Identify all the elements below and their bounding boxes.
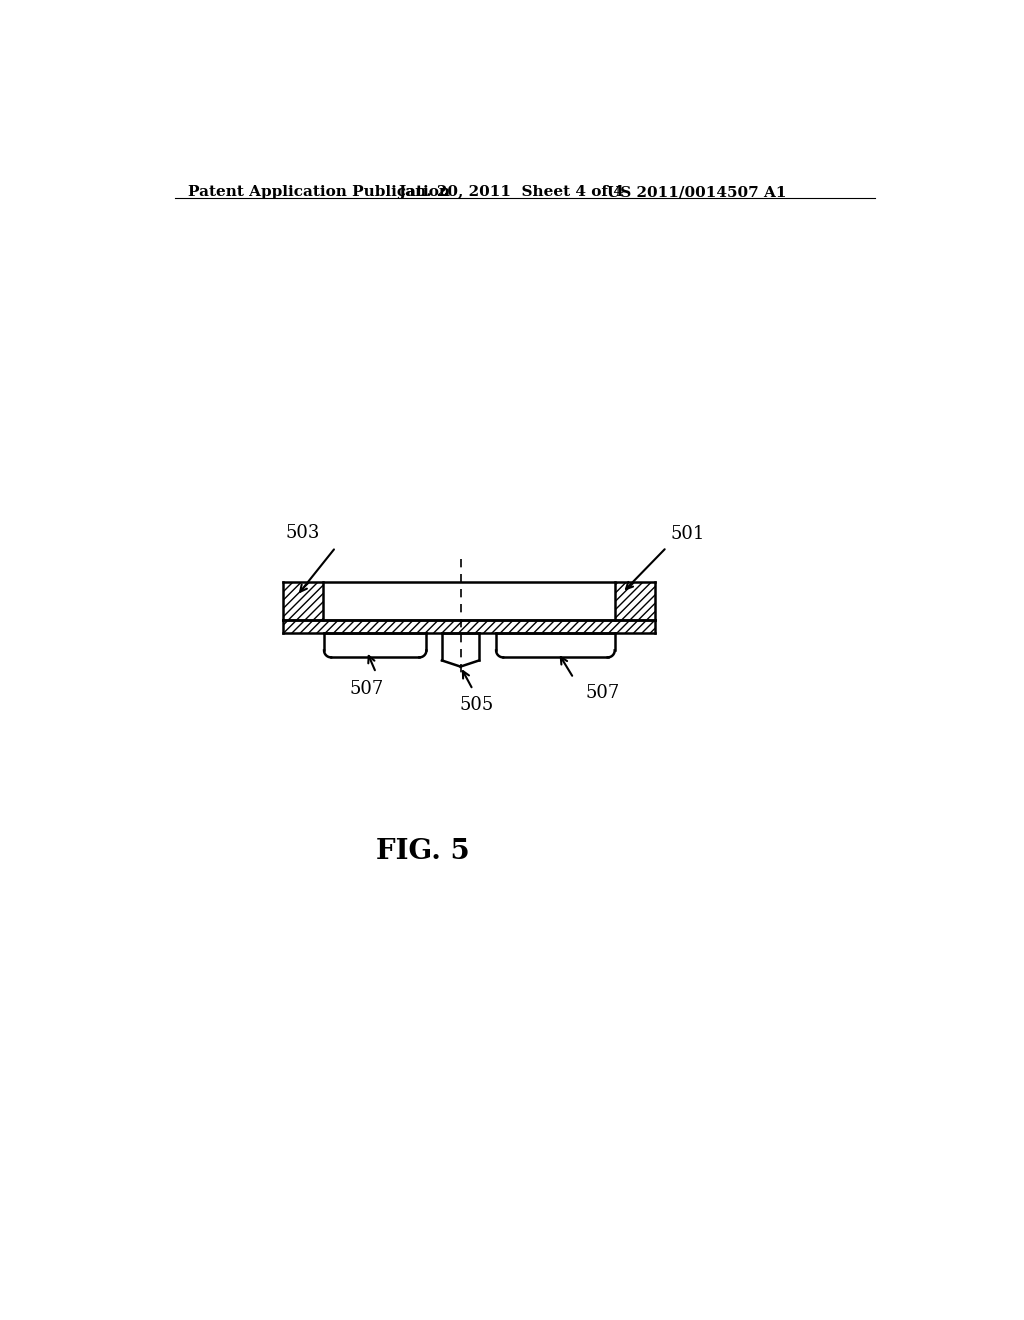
- Text: Patent Application Publication: Patent Application Publication: [188, 185, 451, 199]
- Bar: [614, 582, 655, 620]
- Bar: [283, 582, 324, 620]
- Text: FIG. 5: FIG. 5: [376, 838, 469, 865]
- Text: 501: 501: [671, 525, 705, 544]
- Text: 507: 507: [586, 684, 620, 701]
- Text: 507: 507: [349, 680, 384, 698]
- Bar: [324, 582, 614, 620]
- Text: US 2011/0014507 A1: US 2011/0014507 A1: [607, 185, 786, 199]
- FancyBboxPatch shape: [496, 634, 614, 657]
- Bar: [283, 620, 655, 634]
- Text: 503: 503: [286, 524, 321, 543]
- Text: 505: 505: [460, 696, 494, 714]
- Bar: [442, 634, 479, 667]
- FancyBboxPatch shape: [324, 634, 426, 657]
- Text: Jan. 20, 2011  Sheet 4 of 4: Jan. 20, 2011 Sheet 4 of 4: [397, 185, 624, 199]
